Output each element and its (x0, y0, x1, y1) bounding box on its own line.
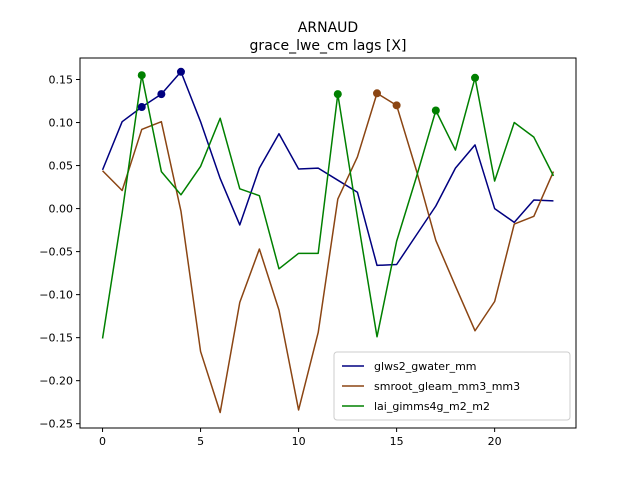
legend-label-smroot_gleam_mm3_mm3: smroot_gleam_mm3_mm3 (374, 380, 520, 393)
x-tick-label-0: 0 (99, 435, 106, 448)
y-tick-label-1: −0.20 (39, 375, 73, 388)
y-tick-label-6: 0.05 (49, 160, 74, 173)
series-marker-glws2_gwater_mm-4 (176, 67, 185, 76)
chart-title: ARNAUD (298, 20, 358, 36)
series-marker-lai_gimms4g_m2_m2-17 (431, 106, 440, 115)
y-tick-label-3: −0.10 (39, 289, 73, 302)
y-tick-label-2: −0.15 (39, 332, 73, 345)
y-tick-label-0: −0.25 (39, 418, 73, 431)
legend-label-glws2_gwater_mm: glws2_gwater_mm (374, 360, 477, 373)
legend: glws2_gwater_mm smroot_gleam_mm3_mm3 lai_g… (333, 351, 571, 421)
plot-area: 0 5 10 15 20 −0.25 −0.20 −0.15 −0.10 −0.05 0.00 0.0… (39, 57, 577, 448)
legend-frame (333, 351, 571, 421)
y-tick-label-4: −0.05 (39, 246, 73, 259)
y-tick-label-8: 0.15 (49, 74, 74, 87)
chart-subtitle: grace_lwe_cm lags [X] (250, 38, 407, 54)
series-line-smroot_gleam_mm3_mm3 (102, 92, 555, 414)
y-tick-label-5: 0.00 (49, 203, 74, 216)
x-tick-label-15: 15 (390, 435, 404, 448)
x-tick-label-5: 5 (197, 435, 204, 448)
series-marker-glws2_gwater_mm-3 (157, 90, 166, 99)
series-marker-lai_gimms4g_m2_m2-12 (333, 90, 342, 99)
legend-label-lai_gimms4g_m2_m2: lai_gimms4g_m2_m2 (374, 400, 490, 413)
axes-frame (79, 57, 577, 429)
series-marker-lai_gimms4g_m2_m2-19 (471, 73, 480, 82)
series-marker-lai_gimms4g_m2_m2-2 (137, 71, 146, 80)
y-tick-label-7: 0.10 (49, 117, 74, 130)
x-tick-label-10: 10 (292, 435, 306, 448)
series-line-lai_gimms4g_m2_m2 (101, 74, 555, 339)
series-marker-smroot_gleam_mm3_mm3-14 (373, 89, 382, 98)
series-marker-glws2_gwater_mm-2 (137, 103, 146, 112)
x-tick-label-20: 20 (488, 435, 502, 448)
series-marker-smroot_gleam_mm3_mm3-15 (392, 101, 401, 110)
